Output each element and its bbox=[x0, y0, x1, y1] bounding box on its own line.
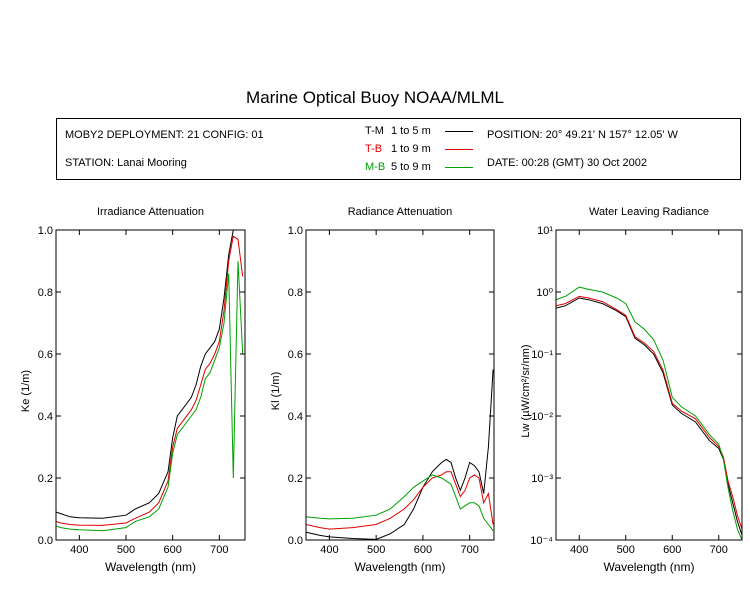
chart-title: Marine Optical Buoy NOAA/MLML bbox=[246, 88, 504, 107]
panel-title: Water Leaving Radiance bbox=[589, 206, 709, 218]
y-tick-label: 10⁻¹ bbox=[531, 349, 553, 361]
y-axis-label: Ke (1/m) bbox=[20, 370, 32, 412]
x-tick-label: 600 bbox=[663, 544, 681, 556]
x-tick-label: 500 bbox=[367, 544, 385, 556]
x-tick-label: 400 bbox=[320, 544, 338, 556]
y-axis-label: Kl (1/m) bbox=[270, 372, 282, 411]
plot-frame bbox=[305, 229, 495, 541]
series-line-t-m bbox=[556, 297, 742, 536]
x-tick-label: 700 bbox=[461, 544, 479, 556]
series-group bbox=[56, 230, 244, 532]
y-tick-label: 0.6 bbox=[288, 349, 303, 361]
legend-code-tb: T-B bbox=[365, 143, 383, 155]
plot-frame bbox=[555, 229, 743, 541]
date-text: DATE: 00:28 (GMT) 30 Oct 2002 bbox=[487, 157, 647, 169]
y-tick-label: 0.2 bbox=[38, 473, 53, 485]
legend-range-tm: 1 to 5 m bbox=[391, 125, 431, 137]
series-group bbox=[306, 369, 494, 540]
y-tick-label: 10⁰ bbox=[536, 287, 553, 299]
y-tick-label: 0.8 bbox=[288, 287, 303, 299]
series-line-m-b bbox=[56, 260, 244, 532]
panel-3: 400 500 600 700 10⁻⁴ 10⁻³ 10⁻² 10⁻¹ 10⁰ 10¹ Water … bbox=[520, 206, 743, 574]
series-line-t-m bbox=[306, 369, 494, 540]
legend-range-mb: 5 to 9 m bbox=[391, 161, 431, 173]
series-line-t-m bbox=[56, 230, 243, 519]
deployment-text: MOBY2 DEPLOYMENT: 21 CONFIG: 01 bbox=[65, 129, 264, 141]
x-tick-label: 600 bbox=[163, 544, 181, 556]
series-line-t-b bbox=[56, 235, 244, 526]
x-tick-label: 400 bbox=[570, 544, 588, 556]
x-tick-label: 700 bbox=[710, 544, 728, 556]
series-group bbox=[556, 286, 742, 540]
panel-title: Irradiance Attenuation bbox=[97, 206, 204, 218]
y-tick-label: 0.0 bbox=[288, 535, 303, 547]
legend-line-tm bbox=[445, 131, 473, 132]
y-tick-label: 0.0 bbox=[38, 535, 53, 547]
series-line-m-b bbox=[556, 286, 742, 540]
y-tick-label: 0.4 bbox=[38, 411, 53, 423]
info-header-box: MOBY2 DEPLOYMENT: 21 CONFIG: 01 STATION:… bbox=[56, 118, 741, 180]
x-tick-label: 600 bbox=[414, 544, 432, 556]
series-line-m-b bbox=[306, 474, 494, 532]
x-axis-label: Wavelength (nm) bbox=[105, 560, 196, 574]
legend-range-tb: 1 to 9 m bbox=[391, 143, 431, 155]
y-tick-label: 1.0 bbox=[38, 225, 53, 237]
position-text: POSITION: 20° 49.21' N 157° 12.05' W bbox=[487, 129, 678, 141]
x-axis-label: Wavelength (nm) bbox=[604, 560, 695, 574]
x-tick-label: 500 bbox=[617, 544, 635, 556]
panel-2: 400 500 600 700 0.0 0.2 0.4 0.6 0.8 1.0 Radiance A… bbox=[270, 206, 495, 574]
x-tick-label: 700 bbox=[210, 544, 228, 556]
y-tick-label: 0.4 bbox=[288, 411, 303, 423]
y-axis-label: Lw (µW/cm²/sr/nm) bbox=[520, 344, 532, 437]
y-tick-label: 10¹ bbox=[537, 225, 553, 237]
legend-code-tm: T-M bbox=[365, 125, 384, 137]
series-line-t-b bbox=[306, 471, 494, 530]
y-tick-label: 10⁻⁴ bbox=[530, 535, 553, 547]
y-tick-label: 1.0 bbox=[288, 225, 303, 237]
legend-line-tb bbox=[445, 149, 473, 150]
x-axis-label: Wavelength (nm) bbox=[355, 560, 446, 574]
x-tick-label: 500 bbox=[117, 544, 135, 556]
y-tick-label: 0.2 bbox=[288, 473, 303, 485]
legend-line-mb bbox=[445, 167, 473, 168]
x-tick-label: 400 bbox=[70, 544, 88, 556]
y-tick-label: 0.8 bbox=[38, 287, 53, 299]
legend-code-mb: M-B bbox=[365, 161, 386, 173]
y-tick-label: 10⁻³ bbox=[531, 473, 553, 485]
plot-frame bbox=[55, 229, 246, 541]
y-tick-label: 0.6 bbox=[38, 349, 53, 361]
y-tick-label: 10⁻² bbox=[531, 411, 553, 423]
station-text: STATION: Lanai Mooring bbox=[65, 157, 187, 169]
panel-1: 400 500 600 700 0.0 0.2 0.4 0.6 0.8 1.0 Irradiance… bbox=[20, 206, 246, 574]
panel-title: Radiance Attenuation bbox=[348, 206, 453, 218]
series-line-t-b bbox=[556, 295, 742, 530]
